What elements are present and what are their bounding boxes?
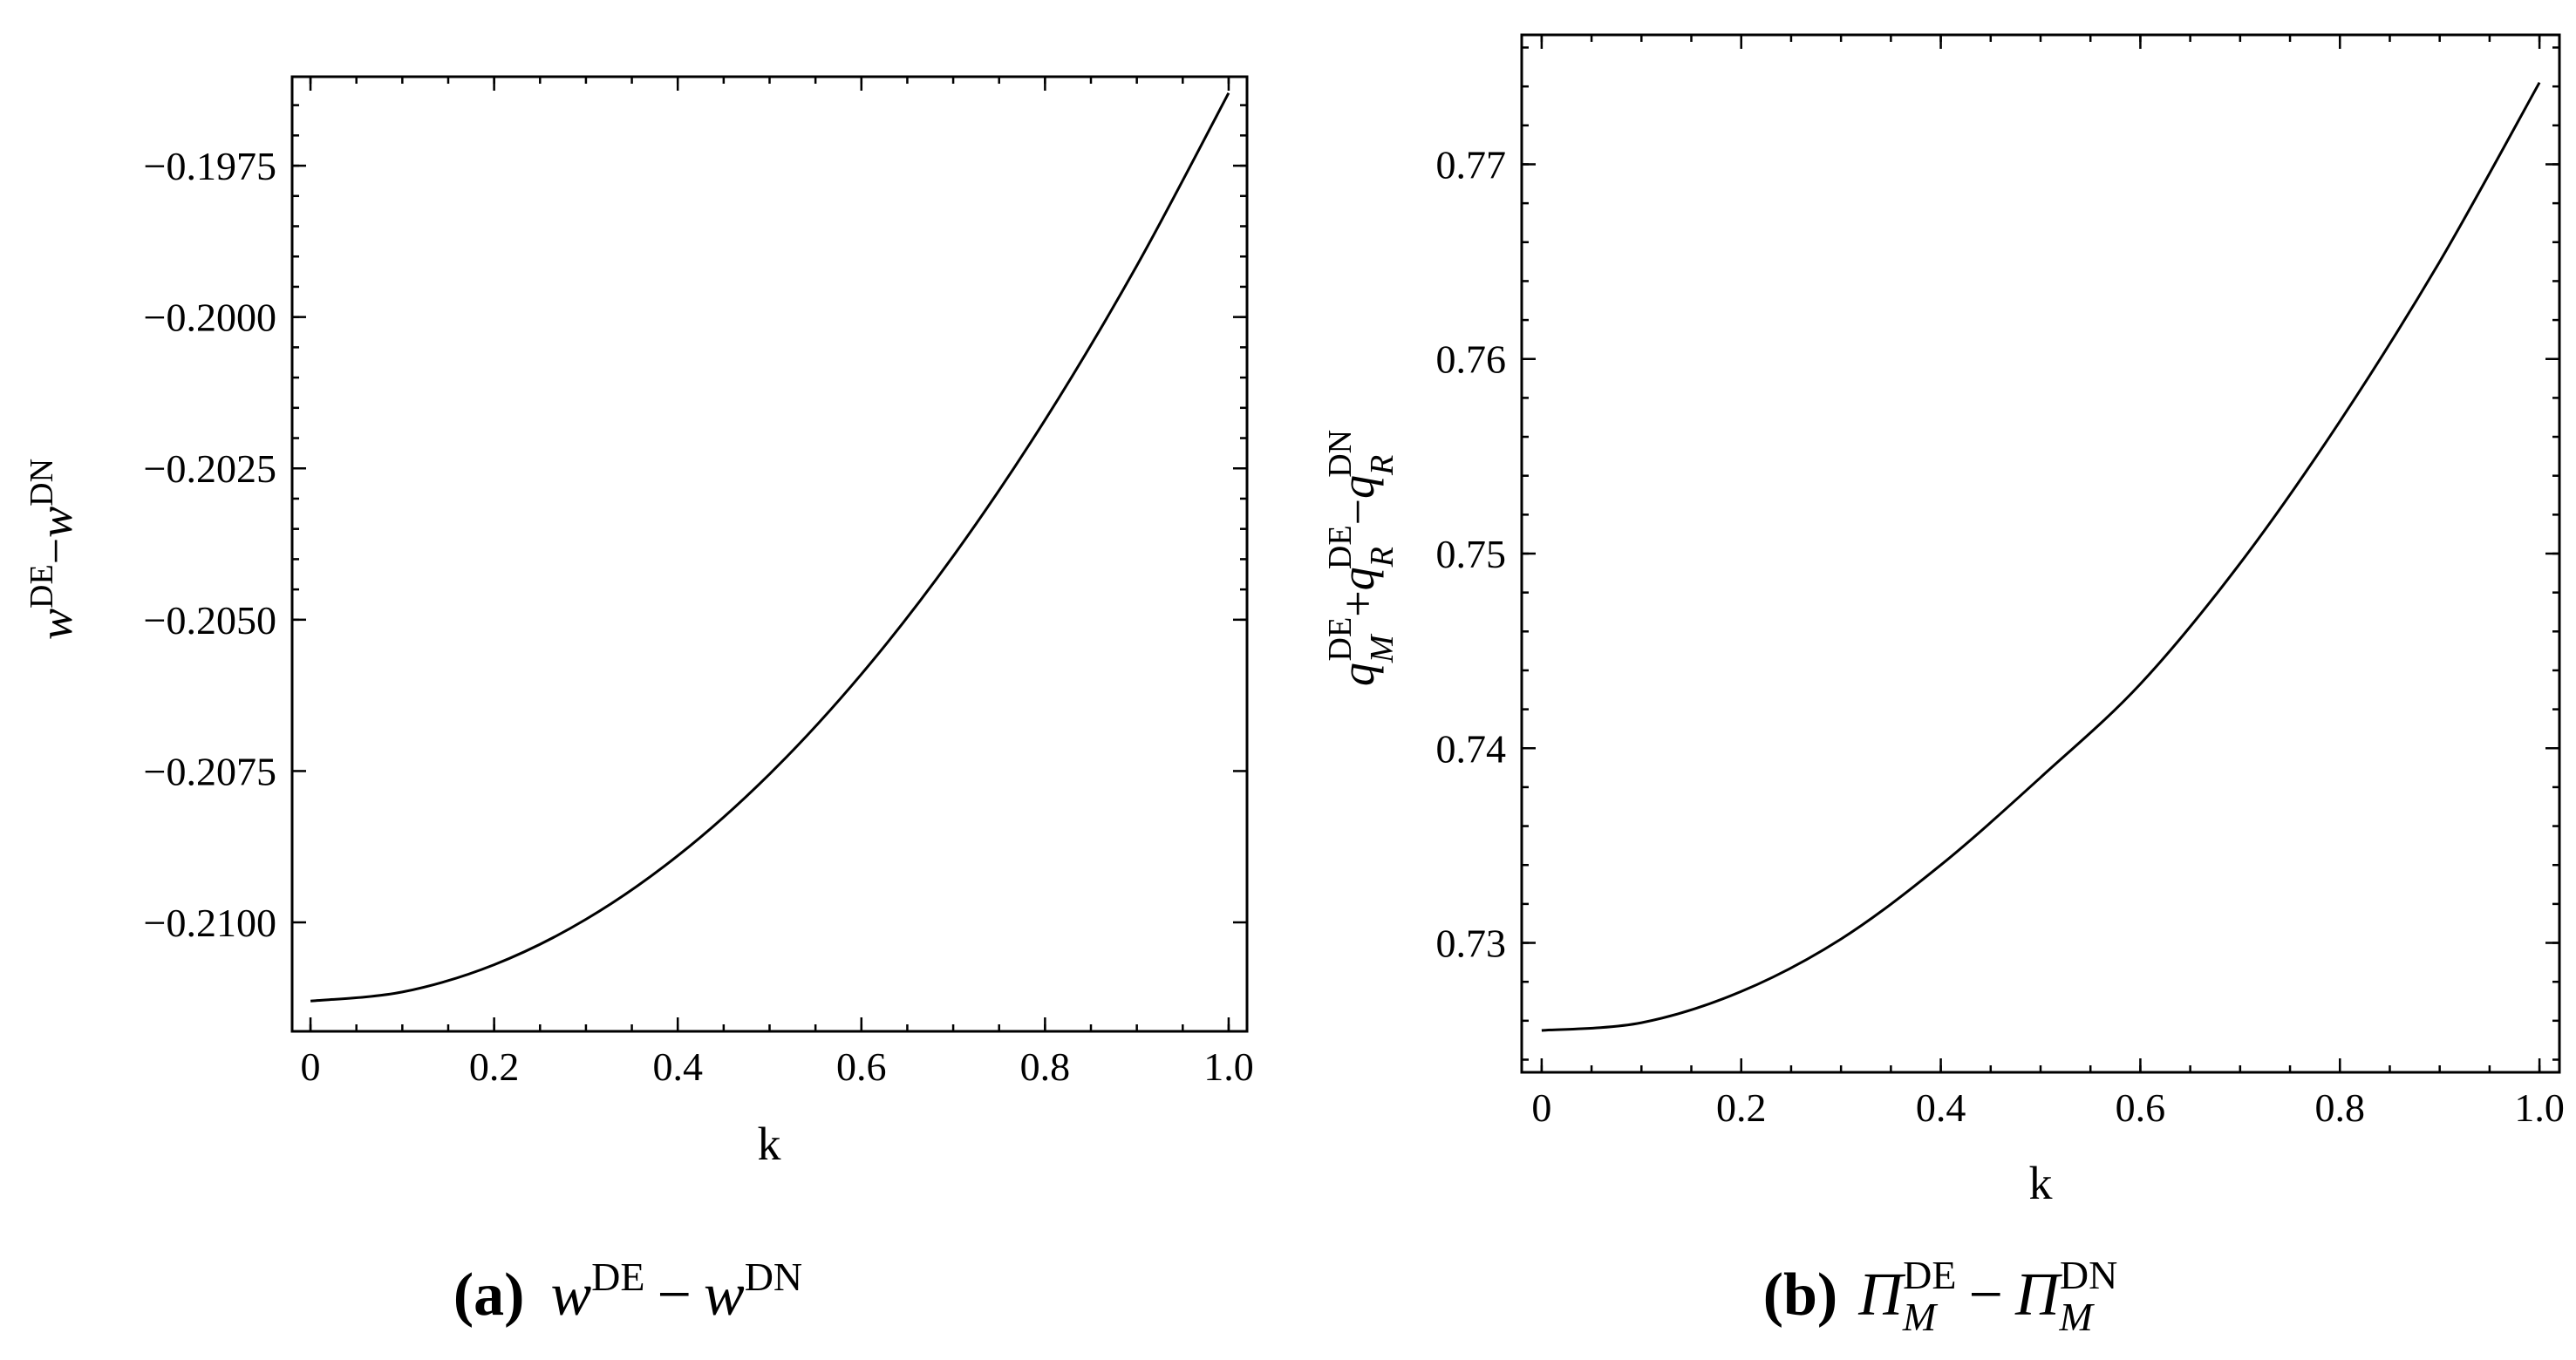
y-tick-label: −0.2050: [144, 598, 276, 643]
x-tick-label: 1.0: [2514, 1085, 2565, 1130]
x-tick-label: 0.8: [1020, 1044, 1071, 1089]
x-axis-label-b: k: [2029, 1157, 2053, 1209]
y-tick-label: −0.2075: [144, 749, 276, 793]
x-axis-label-a: k: [758, 1118, 781, 1170]
panel-b: 0.730.740.750.760.77 0 0.2 0.4 0.6 0.8 1.0 k …: [1322, 33, 2565, 1339]
y-axis-label-b: qMDE+qRDE−qRDN: [1322, 430, 1400, 686]
y-tick-labels-b: 0.73 0.74 0.75 0.76 0.77: [1436, 142, 1507, 965]
plot-frame-b: [1520, 33, 2561, 1074]
caption-b: (b) ΠMDE − ΠMDN: [1763, 1253, 2118, 1339]
x-tick-label: 0.8: [2315, 1085, 2366, 1130]
x-tick-label: 0.4: [652, 1044, 703, 1089]
caption-a: (a) wDE − wDN: [453, 1255, 802, 1329]
y-tick-label: −0.1975: [144, 144, 276, 188]
y-tick-label: −0.2100: [144, 901, 276, 945]
series-line-b: [1541, 81, 2541, 1032]
y-tick-labels-a: −0.1975 −0.2000 −0.2025 −0.2050 −0.2075 −0.21…: [144, 144, 276, 945]
x-tick-label: 0: [1531, 1085, 1551, 1130]
x-tick-label: 0.2: [469, 1044, 520, 1089]
x-tick-label: 0: [301, 1044, 321, 1089]
y-tick-label: 0.73: [1436, 921, 1507, 966]
plot-frame-a: [290, 75, 1249, 1033]
y-tick-label: 0.77: [1436, 142, 1507, 187]
y-tick-label: 0.75: [1436, 532, 1507, 576]
series-line-a: [310, 92, 1230, 1003]
x-tick-label: 0.4: [1916, 1085, 1966, 1130]
x-tick-labels-b: 0 0.2 0.4 0.6 0.8 1.0: [1531, 1085, 2564, 1130]
x-tick-label: 0.2: [1716, 1085, 1767, 1130]
y-tick-label: 0.74: [1436, 726, 1507, 771]
ticks-a: [292, 77, 1247, 1031]
ticks-b: [1522, 35, 2559, 1072]
y-tick-label: −0.2025: [144, 446, 276, 491]
x-tick-labels-a: 0 0.2 0.4 0.6 0.8 1.0: [301, 1044, 1254, 1089]
x-tick-label: 0.6: [836, 1044, 887, 1089]
y-tick-label: 0.76: [1436, 337, 1507, 382]
panel-a: −0.1975 −0.2000 −0.2025 −0.2050 −0.2075 −0.21…: [24, 75, 1254, 1329]
x-tick-label: 1.0: [1203, 1044, 1254, 1089]
y-axis-label-a: wDE−wDN: [24, 459, 82, 640]
x-tick-label: 0.6: [2116, 1085, 2166, 1130]
y-tick-label: −0.2000: [144, 296, 276, 340]
